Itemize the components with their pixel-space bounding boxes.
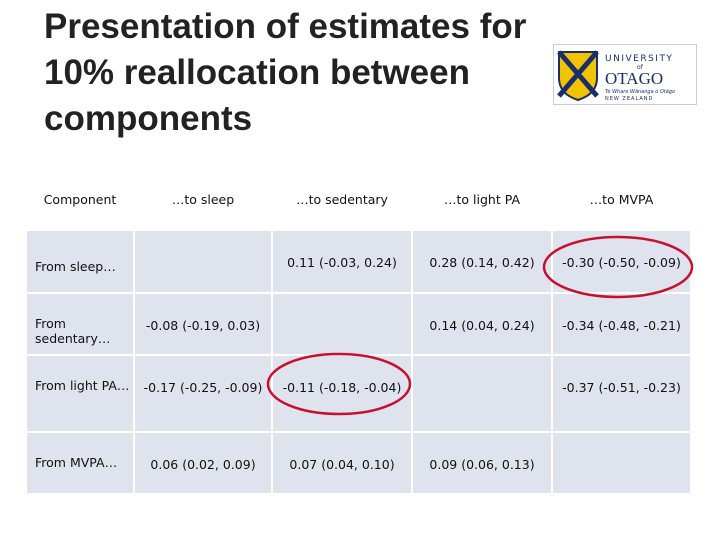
logo-text: OTAGO xyxy=(605,69,663,88)
cell: -0.37 (-0.51, -0.23) xyxy=(551,353,692,433)
row-label: From MVPA… xyxy=(25,430,135,495)
cell: 0.06 (0.02, 0.09) xyxy=(133,430,273,495)
row-label: From light PA… xyxy=(25,353,135,433)
header-cell: …to sleep xyxy=(133,183,273,230)
logo-text: NEW ZEALAND xyxy=(605,96,653,102)
row-label: From sleep… xyxy=(25,228,135,294)
crest-cross xyxy=(557,50,599,98)
logo-text: UNIVERSITY xyxy=(605,54,673,64)
cell: 0.28 (0.14, 0.42) xyxy=(411,228,553,294)
table-row: From sleep… 0.11 (-0.03, 0.24) 0.28 (0.14,… xyxy=(25,228,692,294)
header-cell: Component xyxy=(25,183,135,230)
cell xyxy=(271,291,413,356)
logo: UNIVERSITY of OTAGO Te Whare Wānanga o O… xyxy=(553,44,697,105)
cell xyxy=(551,430,692,495)
table-row: From light PA… -0.17 (-0.25, -0.09) -0.11 … xyxy=(25,353,692,433)
cell: 0.14 (0.04, 0.24) xyxy=(411,291,553,356)
logo-text: Te Whare Wānanga o Otāgo xyxy=(605,89,675,95)
header-cell: …to light PA xyxy=(411,183,553,230)
row-label: From sedentary… xyxy=(25,291,135,356)
cell xyxy=(411,353,553,433)
cell: -0.08 (-0.19, 0.03) xyxy=(133,291,273,356)
estimates-table: Component …to sleep …to sedentary …to light… xyxy=(25,183,692,495)
cell: -0.17 (-0.25, -0.09) xyxy=(133,353,273,433)
cell: -0.11 (-0.18, -0.04) xyxy=(271,353,413,433)
cell: -0.34 (-0.48, -0.21) xyxy=(551,291,692,356)
cell: -0.30 (-0.50, -0.09) xyxy=(551,228,692,294)
header-cell: …to MVPA xyxy=(551,183,692,230)
logo-text: of xyxy=(637,64,644,71)
header-cell: …to sedentary xyxy=(271,183,413,230)
header-row: Component …to sleep …to sedentary …to light… xyxy=(25,183,692,230)
table-row: From sedentary… -0.08 (-0.19, 0.03) 0.14 (… xyxy=(25,291,692,356)
cell: 0.11 (-0.03, 0.24) xyxy=(271,228,413,294)
cell xyxy=(133,228,273,294)
table-row: From MVPA… 0.06 (0.02, 0.09) 0.07 (0.04, 0… xyxy=(25,430,692,495)
slide-title: Presentation of estimates for 10% reallo… xyxy=(44,7,527,138)
cell: 0.09 (0.06, 0.13) xyxy=(411,430,553,495)
cell: 0.07 (0.04, 0.10) xyxy=(271,430,413,495)
